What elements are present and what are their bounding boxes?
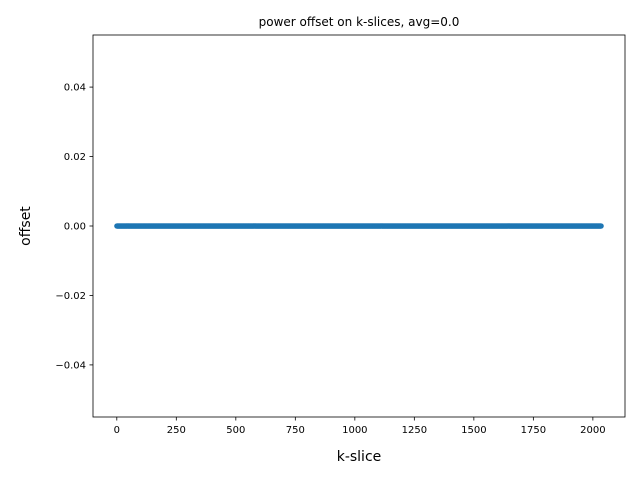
data-point xyxy=(598,223,604,229)
x-tick-label: 750 xyxy=(286,425,305,436)
x-tick-label: 0 xyxy=(114,425,120,436)
x-tick-label: 1000 xyxy=(342,425,367,436)
plot-marks xyxy=(114,223,604,229)
y-tick-label: 0.02 xyxy=(64,152,86,163)
x-tick-label: 1750 xyxy=(521,425,546,436)
x-tick-label: 500 xyxy=(226,425,245,436)
y-tick-label: −0.02 xyxy=(55,291,86,302)
x-axis-label: k-slice xyxy=(337,449,382,465)
y-tick-label: −0.04 xyxy=(55,360,86,371)
y-axis-ticks: −0.04 −0.02 0.00 0.02 0.04 xyxy=(55,83,93,371)
series-0-points xyxy=(114,223,604,229)
x-tick-label: 250 xyxy=(167,425,186,436)
y-axis-label: offset xyxy=(18,206,34,246)
x-tick-label: 1500 xyxy=(461,425,486,436)
y-tick-label: 0.04 xyxy=(64,83,86,94)
y-tick-label: 0.00 xyxy=(64,222,86,233)
x-tick-label: 1250 xyxy=(402,425,427,436)
x-tick-label: 2000 xyxy=(580,425,605,436)
x-axis-ticks: 0 250 500 750 1000 1250 1500 1750 2000 xyxy=(114,417,606,436)
chart-title: power offset on k-slices, avg=0.0 xyxy=(259,15,460,29)
